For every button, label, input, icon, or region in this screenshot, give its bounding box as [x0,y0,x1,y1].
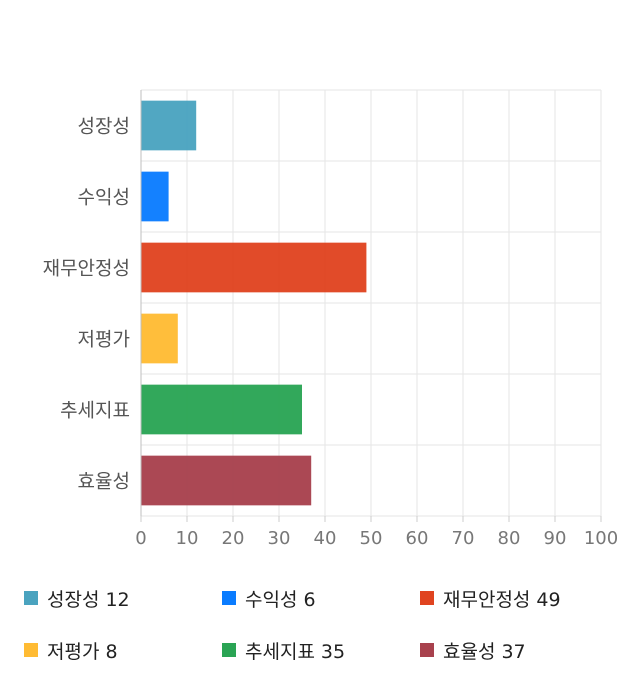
x-tick-label: 10 [176,528,199,549]
legend-label: 재무안정성 49 [443,588,561,611]
legend-swatch [222,591,236,605]
category-label: 효율성 [78,471,130,493]
legend-item[interactable]: 저평가 8 [24,636,118,664]
x-tick-label: 100 [584,528,618,549]
legend-swatch [24,643,38,657]
legend-swatch [222,643,236,657]
x-tick-label: 0 [135,528,146,549]
bar [141,455,312,506]
category-label: 저평가 [78,329,130,351]
legend-label: 성장성 12 [47,588,130,611]
legend-label: 추세지표 35 [245,640,346,663]
legend-item[interactable]: 수익성 6 [222,584,316,612]
x-tick-label: 90 [544,528,567,549]
x-tick-label: 60 [406,528,429,549]
category-label: 수익성 [78,187,130,209]
x-tick-label: 50 [360,528,383,549]
legend: 성장성 12 수익성 6 재무안정성 49 저평가 8 추세지표 35 효율성 37 [0,578,640,688]
x-tick-label: 20 [222,528,245,549]
category-label: 추세지표 [60,400,130,422]
legend-swatch [420,643,434,657]
bar [141,313,178,364]
x-tick-label: 80 [498,528,521,549]
legend-swatch [24,591,38,605]
x-tick-label: 70 [452,528,475,549]
x-tick-label: 30 [268,528,291,549]
bar [141,384,302,435]
legend-item[interactable]: 성장성 12 [24,584,130,612]
legend-label: 수익성 6 [245,588,316,611]
bar [141,242,367,293]
category-label: 성장성 [78,116,130,138]
legend-label: 효율성 37 [443,640,526,663]
x-axis-ticks: 0 10 20 30 40 50 60 70 80 90 100 [135,516,618,549]
legend-item[interactable]: 추세지표 35 [222,636,345,664]
bars [141,100,367,506]
bar [141,171,169,222]
legend-item[interactable]: 효율성 37 [420,636,526,664]
category-label: 재무안정성 [43,258,130,280]
legend-label: 저평가 8 [47,640,118,663]
grid-lines [141,89,602,517]
x-tick-label: 40 [314,528,337,549]
legend-swatch [420,591,434,605]
bar [141,100,197,151]
legend-item[interactable]: 재무안정성 49 [420,584,561,612]
